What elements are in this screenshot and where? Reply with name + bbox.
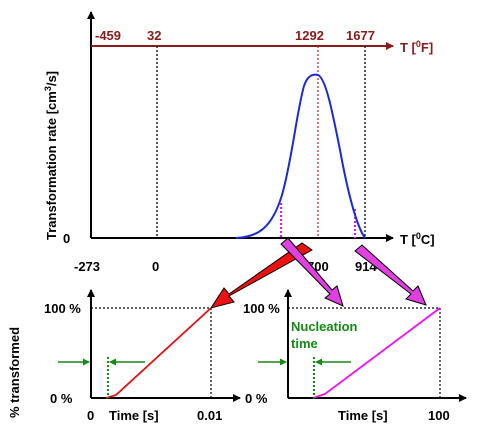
top-plot: 0 Transformation rate [cm3/s] T [0C] T [… (43, 11, 435, 274)
fahrenheit-tick: -459 (95, 28, 121, 43)
fahrenheit-tick: 1677 (346, 28, 375, 43)
celsius-tick: -273 (74, 259, 100, 274)
left-transform-curve (105, 307, 212, 399)
right-y0-label: 0 % (245, 391, 268, 406)
magenta-arrow-left (280, 237, 344, 307)
right-x-axis-label: Time [s] (338, 408, 388, 423)
left-x0-label: 0 (87, 408, 94, 423)
fahrenheit-axis-label: T [0F] (400, 39, 433, 55)
connecting-arrows (209, 237, 427, 309)
right-transform-curve (312, 307, 441, 399)
left-y-axis-label: % transformed (7, 327, 22, 418)
right-xmax-label: 100 (428, 408, 450, 423)
celsius-tick: 0 (152, 259, 159, 274)
top-y-zero-label: 0 (63, 231, 70, 246)
transformation-rate-curve (235, 73, 366, 239)
magenta-arrow-right (354, 244, 427, 306)
fahrenheit-tick: 1292 (295, 28, 324, 43)
celsius-axis-label: T [0C] (400, 231, 435, 247)
left-plot: 100 % 0 % % transformed 0 Time [s] 0.01 (7, 289, 241, 423)
top-y-axis-label: Transformation rate [cm3/s] (43, 71, 59, 240)
left-xmax-label: 0.01 (197, 408, 222, 423)
right-plot: 100 % 0 % Nucleation time Time [s] 100 (243, 289, 467, 423)
nucleation-time-label-line1: Nucleation (291, 319, 358, 334)
right-y100-label: 100 % (243, 301, 280, 316)
left-x-axis-label: Time [s] (109, 408, 159, 423)
nucleation-time-label-line2: time (291, 336, 318, 351)
left-y100-label: 100 % (44, 301, 81, 316)
left-y0-label: 0 % (50, 391, 73, 406)
fahrenheit-tick: 32 (147, 28, 161, 43)
